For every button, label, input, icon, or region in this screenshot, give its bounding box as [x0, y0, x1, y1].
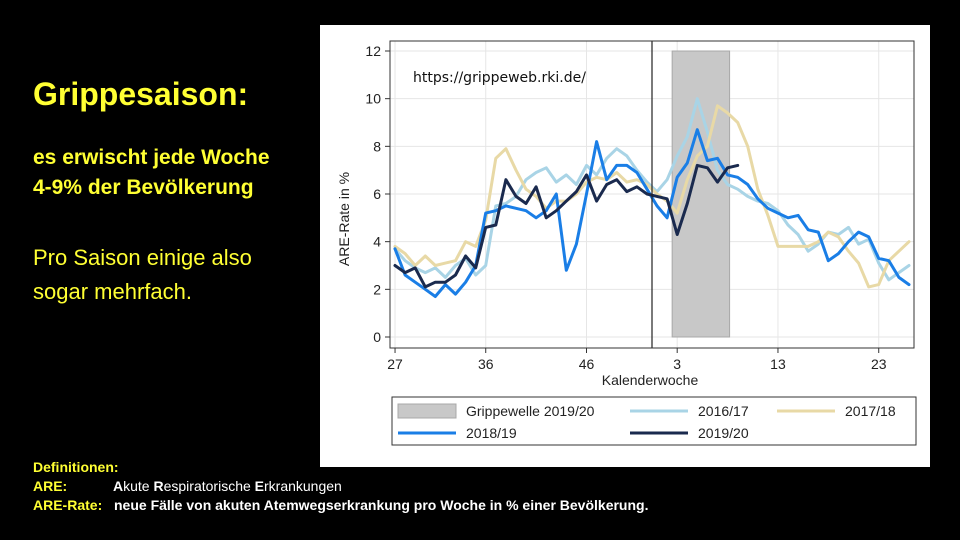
definition-description: Akute Respiratorische Erkrankungen — [113, 477, 342, 496]
legend: Grippewelle 2019/20 2016/17 2017/18 2018/19… — [391, 396, 917, 446]
definition-text-part: kute — [123, 478, 154, 494]
x-tick-label: 36 — [478, 356, 494, 372]
definition-text-part: rkrankungen — [264, 478, 342, 494]
x-tick-label: 3 — [673, 356, 681, 372]
legend-box — [391, 396, 917, 446]
flu-wave-band — [671, 50, 731, 338]
body-line-1: Pro Saison einige also — [33, 245, 252, 270]
definition-text-part: neue Fälle von akuten Atemwegserkrankung… — [114, 497, 649, 513]
legend-label: 2019/20 — [698, 425, 749, 441]
plot-frame — [389, 40, 915, 349]
definitions-block: Definitionen: ARE: Akute Respiratorische… — [33, 458, 648, 515]
x-tick-label: 46 — [579, 356, 595, 372]
definition-description: neue Fälle von akuten Atemwegserkrankung… — [114, 496, 648, 515]
y-axis-label: ARE-Rate in % — [336, 172, 352, 266]
y-tick-label: 4 — [373, 234, 381, 250]
y-tick-label: 10 — [365, 91, 381, 107]
definition-term: ARE: — [33, 478, 68, 494]
legend-label: 2016/17 — [698, 403, 749, 419]
legend-label: Grippewelle 2019/20 — [466, 403, 595, 419]
y-tick-label: 2 — [373, 281, 381, 297]
x-axis-label: Kalenderwoche — [602, 372, 699, 388]
definitions-heading: Definitionen: — [33, 459, 119, 475]
legend-label: 2017/18 — [845, 403, 896, 419]
definition-term: ARE-Rate: — [33, 497, 103, 513]
definition-text-part: E — [254, 478, 264, 494]
series-line-2019-20 — [393, 163, 740, 289]
slide-title: Grippesaison: — [33, 76, 249, 112]
y-tick-label: 6 — [373, 186, 381, 202]
definition-are-rate: ARE-Rate: neue Fälle von akuten Atemwegs… — [33, 496, 648, 515]
definition-text-part: espiratorische — [163, 478, 255, 494]
x-tick-label: 27 — [387, 356, 403, 372]
definition-are: ARE: Akute Respiratorische Erkrankungen — [33, 477, 342, 496]
y-tick-label: 8 — [373, 138, 381, 154]
definition-text-part: A — [113, 478, 124, 494]
x-tick-label: 23 — [871, 356, 887, 372]
flu-wave-rect — [671, 50, 731, 338]
source-url-label: https://grippeweb.rki.de/ — [413, 70, 586, 86]
subtitle-line-1: es erwischt jede Woche — [33, 146, 270, 169]
legend-label: 2018/19 — [466, 425, 517, 441]
subtitle-line-2: 4-9% der Bevölkerung — [33, 176, 254, 199]
chart-panel: 0 2 4 6 8 10 12 27 36 46 3 13 23 https://grippeweb.r… — [320, 25, 930, 467]
y-tick-label: 12 — [365, 43, 381, 59]
y-tick-label: 0 — [373, 329, 381, 345]
definition-text-part: R — [153, 478, 164, 494]
legend-swatch-band — [397, 403, 457, 419]
x-tick-label: 13 — [770, 356, 786, 372]
body-line-2: sogar mehrfach. — [33, 279, 192, 304]
